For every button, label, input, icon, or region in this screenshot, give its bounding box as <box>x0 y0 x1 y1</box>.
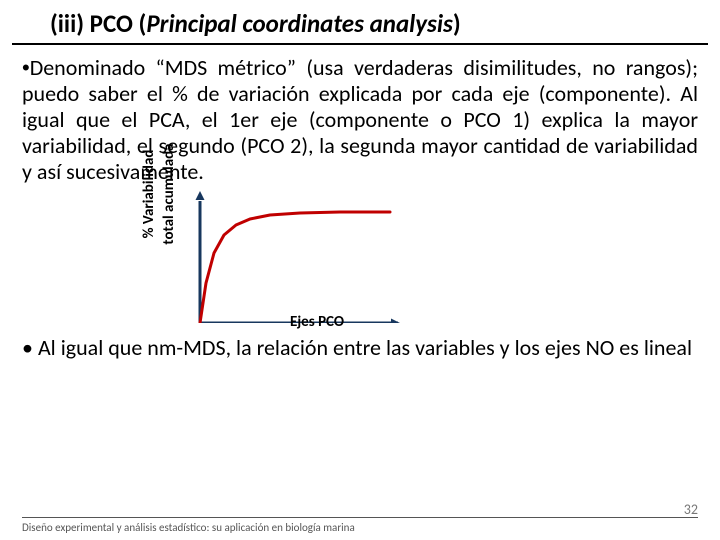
y-axis-label-2: total acumulada <box>160 129 178 259</box>
footer-text: Diseño experimental y análisis estadísti… <box>22 521 698 534</box>
title-suffix: ) <box>453 8 461 39</box>
title-italic: Principal coordinates analysis <box>146 8 453 39</box>
chart-svg <box>188 191 400 323</box>
title-prefix: (iii) PCO ( <box>50 8 146 39</box>
title-text: (iii) PCO (Principal coordinates analysi… <box>50 8 461 39</box>
para1-text: Denominado “MDS métrico” (usa verdaderas… <box>22 54 698 185</box>
y-axis-label-1: % Variabilidad <box>140 129 158 259</box>
x-axis-label: Ejes PCO <box>290 313 344 331</box>
paragraph-2: • Al igual que nm-MDS, la relación entre… <box>0 331 720 361</box>
paragraph-1: •Denominado “MDS métrico” (usa verdadera… <box>0 45 720 189</box>
bullet-icon: • <box>22 55 30 80</box>
para2-text: Al igual que nm-MDS, la relación entre l… <box>33 334 692 361</box>
variability-chart: % Variabilidad total acumulada Ejes PCO <box>150 191 430 331</box>
footer: Diseño experimental y análisis estadísti… <box>0 517 720 534</box>
page-number: 32 <box>684 501 698 518</box>
bullet-icon: • <box>22 334 33 361</box>
title-bar: (iii) PCO (Principal coordinates analysi… <box>12 0 708 45</box>
footer-divider <box>22 517 698 518</box>
